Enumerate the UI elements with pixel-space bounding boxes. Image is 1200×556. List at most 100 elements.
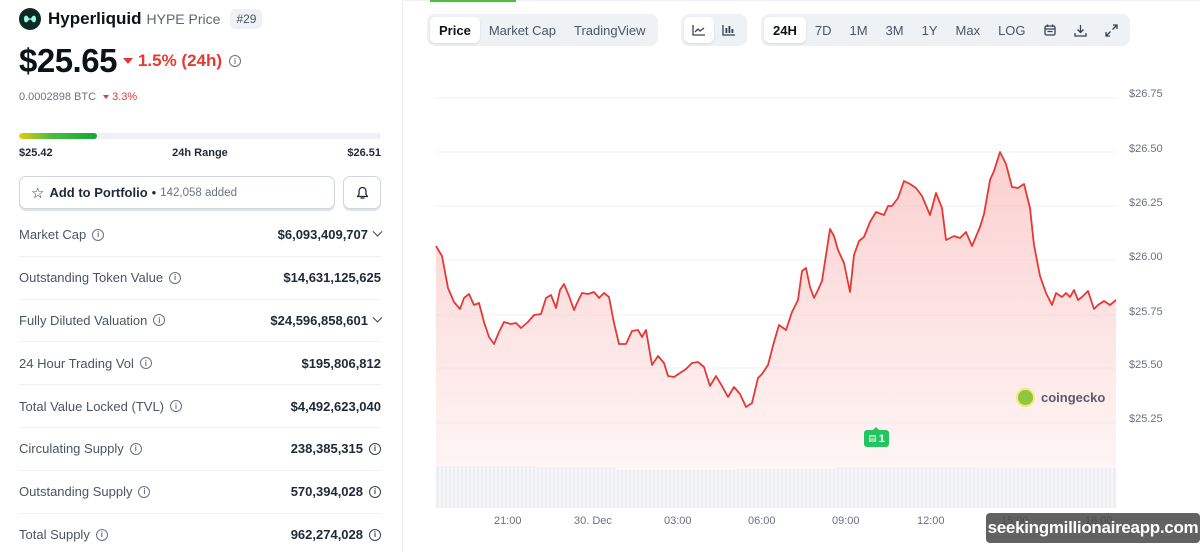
coingecko-watermark: coingecko [1016,388,1105,407]
stat-value: 570,394,028 [290,484,363,500]
info-icon[interactable]: i [229,55,242,67]
download-button[interactable] [1065,17,1096,43]
log-toggle[interactable]: LOG [998,22,1026,38]
info-icon[interactable]: i [129,442,142,455]
site-watermark: seekingmillionaireapp.com [986,513,1200,543]
line-chart-icon [692,25,705,36]
range-3m[interactable]: 3M [885,22,904,38]
coingecko-logo-icon [1016,388,1035,407]
info-icon[interactable]: i [138,485,151,498]
stat-outstanding-token-value: Outstanding Token Value i $14,631,125,625 [19,257,381,300]
coin-subtitle: HYPE Price [146,11,221,27]
coin-name: Hyperliquid [48,9,142,28]
range-1y[interactable]: 1Y [921,22,938,38]
info-icon[interactable]: i [170,400,182,413]
candlestick-button[interactable] [714,17,744,43]
btc-price-row: 0.0002898 BTC 3.3% [19,91,137,103]
y-axis-label: $26.50 [1129,143,1163,155]
y-axis-label: $25.75 [1129,306,1163,318]
stat-value: $195,806,812 [301,355,381,371]
tab-market-cap[interactable]: Market Cap [488,22,557,38]
price-alert-button[interactable] [343,176,381,209]
y-axis-label: $25.25 [1129,413,1163,425]
stats-list: Market Cap i $6,093,409,707 Outstanding T… [19,214,383,556]
star-icon: ☆ [31,184,45,202]
watermark-text: coingecko [1041,390,1106,405]
x-axis-label: 30. Dec [574,515,612,527]
stat-24h-trading-vol: 24 Hour Trading Vol i $195,806,812 [19,342,381,386]
calendar-button[interactable] [1035,17,1065,43]
coin-title-row: Hyperliquid HYPE Price #29 [19,8,263,30]
chevron-down-icon[interactable] [372,227,383,238]
stat-label: Total Supply [19,527,90,543]
candlestick-icon [722,25,735,36]
y-axis-label: $25.50 [1129,359,1163,371]
x-axis-label: 09:00 [832,515,860,527]
range-1m[interactable]: 1M [849,22,868,38]
y-axis-label: $26.00 [1129,251,1163,263]
expand-icon [1104,23,1118,37]
stat-value: 238,385,315 [290,441,363,457]
separator-dot: • [151,185,157,200]
tab-tradingview[interactable]: TradingView [574,22,646,38]
info-icon[interactable]: i [139,357,152,370]
portfolio-label: Add to Portfolio [49,185,148,200]
hyperliquid-logo-icon [19,8,41,30]
add-to-portfolio-button[interactable]: ☆ Add to Portfolio • 142,058 added [19,176,335,209]
info-icon[interactable]: i [95,528,108,541]
x-axis-label: 03:00 [664,515,692,527]
info-icon[interactable]: i [169,271,182,284]
info-icon[interactable]: i [369,442,381,455]
stat-label: Total Value Locked (TVL) [19,398,164,414]
stat-label: Fully Diluted Valuation [19,312,148,328]
x-axis-label: 06:00 [748,515,776,527]
tab-price[interactable]: Price [430,17,480,43]
range-high: $26.51 [347,147,381,159]
stat-outstanding-supply: Outstanding Supply i 570,394,028 i [19,471,381,514]
stat-market-cap: Market Cap i $6,093,409,707 [19,214,383,257]
stat-value: $4,492,623,040 [290,398,381,414]
bell-icon [356,186,368,199]
down-arrow-icon [103,95,110,99]
chart-type-tabs: Price Market Cap TradingView [427,14,658,46]
stat-label: Circulating Supply [19,441,124,457]
price-change-24h: 1.5% (24h) [122,51,223,71]
news-marker[interactable]: ▤ 1 [864,427,889,447]
stat-value: 962,274,028 [290,527,363,543]
chart-panel: Price Market Cap TradingView 24H 7D 1M 3… [404,0,1200,552]
portfolio-added-count: 142,058 added [160,186,237,199]
range-labels: $25.42 24h Range $26.51 [19,147,381,159]
range-max[interactable]: Max [955,22,981,38]
range-24h[interactable]: 24H [764,17,806,43]
coin-info-panel: Hyperliquid HYPE Price #29 $25.65 1.5% (… [0,0,403,552]
range-7d[interactable]: 7D [814,22,832,38]
news-count: 1 [878,432,885,445]
info-icon[interactable]: i [369,485,381,498]
stat-value: $6,093,409,707 [277,227,368,243]
stat-label: Outstanding Token Value [19,270,164,286]
range-bar-fill [19,133,97,139]
price-change-value: 1.5% (24h) [137,51,223,70]
price-chart-canvas [435,97,1117,508]
stat-tvl: Total Value Locked (TVL) i $4,492,623,040 [19,385,381,428]
info-icon[interactable]: i [92,228,105,241]
line-chart-button[interactable] [684,17,714,43]
btc-change: 3.3% [103,91,137,103]
range-low: $25.42 [19,147,53,159]
info-icon[interactable]: i [369,528,381,541]
price-area [436,152,1116,480]
info-icon[interactable]: i [153,314,166,327]
btc-change-value: 3.3% [112,91,138,103]
chevron-down-icon[interactable] [372,312,383,323]
stat-value: $24,596,858,601 [270,312,368,328]
x-axis-label: 21:00 [494,515,522,527]
y-axis-label: $26.25 [1129,197,1163,209]
price-chart[interactable]: $26.75 $26.50 $26.25 $26.00 $25.75 $25.5… [404,60,1200,540]
chart-view-toggle [681,14,747,46]
calendar-icon [1043,24,1056,36]
price-line [435,151,1117,408]
time-range-tabs: 24H 7D 1M 3M 1Y Max LOG [761,14,1130,46]
download-icon [1073,24,1087,37]
expand-button[interactable] [1096,17,1127,43]
active-tab-indicator [430,0,516,2]
